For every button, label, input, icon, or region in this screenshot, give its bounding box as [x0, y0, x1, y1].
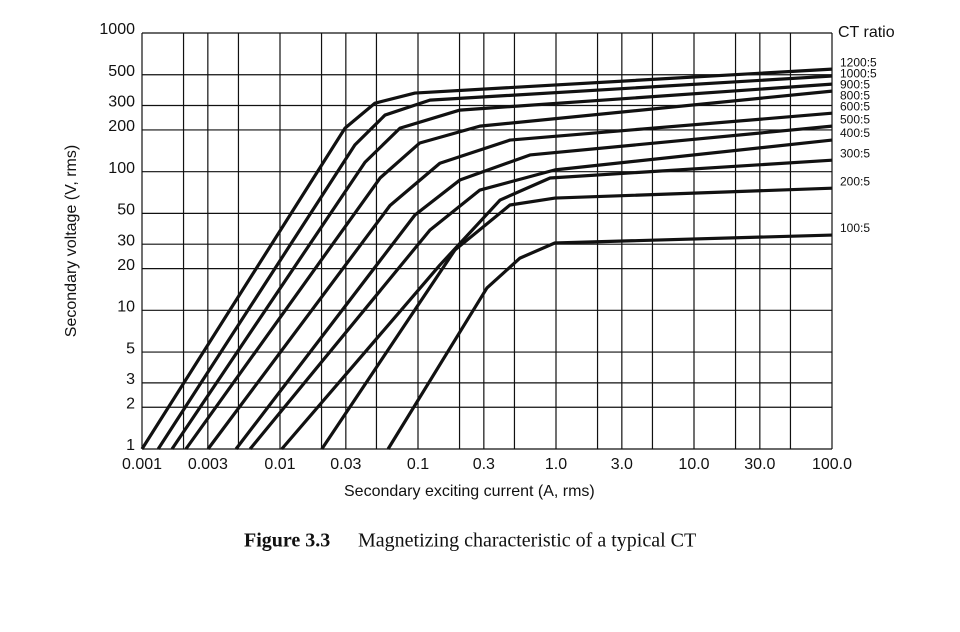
ct-curve — [234, 124, 833, 450]
x-tick-label: 1.0 — [545, 456, 567, 473]
y-tick-label: 200 — [108, 118, 135, 135]
ct-curve — [184, 89, 833, 450]
y-tick-label: 1000 — [99, 21, 135, 38]
legend-entry: 900:5 — [840, 77, 870, 91]
legend-entry: 800:5 — [840, 88, 870, 102]
y-tick-label: 5 — [126, 340, 135, 357]
y-axis-label: Secondary voltage (V, rms) — [63, 145, 80, 337]
ct-curve — [320, 186, 833, 450]
ct-curve — [206, 111, 833, 450]
legend-entry: 600:5 — [840, 99, 870, 113]
legend-entry: 300:5 — [840, 146, 870, 160]
ct-curve — [170, 82, 833, 450]
ct-curve — [280, 158, 833, 451]
y-tick-label: 50 — [117, 202, 135, 219]
x-tick-label: 0.1 — [407, 456, 429, 473]
legend-entry: 100:5 — [840, 221, 870, 235]
y-tick-label: 2 — [126, 395, 135, 412]
x-tick-label: 0.003 — [188, 456, 228, 473]
x-tick-label: 30.0 — [744, 456, 775, 473]
ct-curve — [156, 74, 833, 450]
y-tick-label: 1 — [126, 437, 135, 454]
ct-curve — [140, 67, 833, 450]
legend-entry: 1200:5 — [840, 55, 877, 69]
x-tick-label: 0.03 — [330, 456, 361, 473]
legend-entry: 200:5 — [840, 174, 870, 188]
y-tick-label: 100 — [108, 160, 135, 177]
y-tick-label: 500 — [108, 63, 135, 80]
y-tick-label: 10 — [117, 299, 135, 316]
caption-text: Magnetizing characteristic of a typical … — [358, 530, 696, 552]
x-tick-label: 0.3 — [473, 456, 495, 473]
ct-curve — [386, 233, 833, 450]
y-tick-label: 300 — [108, 94, 135, 111]
legend-entry: 1000:5 — [840, 66, 877, 80]
legend-title: CT ratio — [838, 24, 895, 41]
x-tick-label: 0.01 — [264, 456, 295, 473]
x-tick-label: 100.0 — [812, 456, 852, 473]
x-tick-label: 10.0 — [678, 456, 709, 473]
y-tick-label: 20 — [117, 257, 135, 274]
x-tick-label: 0.001 — [122, 456, 162, 473]
legend-entry: 400:5 — [840, 126, 870, 140]
legend-entry: 500:5 — [840, 112, 870, 126]
caption-label: Figure 3.3 — [244, 530, 330, 552]
y-tick-label: 3 — [126, 371, 135, 388]
x-axis-label: Secondary exciting current (A, rms) — [344, 483, 595, 500]
y-tick-label: 30 — [117, 232, 135, 249]
x-tick-label: 3.0 — [611, 456, 633, 473]
ct-curve — [248, 138, 833, 451]
